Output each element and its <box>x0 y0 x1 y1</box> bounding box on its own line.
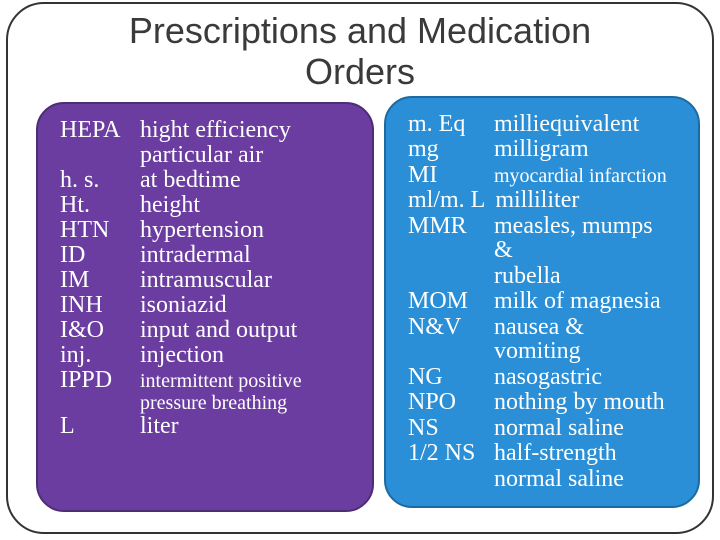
abbr-definition: normal saline <box>484 467 676 491</box>
abbr-label <box>408 271 484 287</box>
abbr-definition: input and output <box>130 318 350 342</box>
abbr-row: IDintradermal <box>60 243 350 267</box>
abbr-label: inj. <box>60 343 130 367</box>
abbr-definition: myocardial infarction <box>484 166 676 186</box>
abbr-row: mgmilligram <box>408 137 676 161</box>
abbr-label: NG <box>408 365 484 389</box>
abbr-definition: milliliter <box>485 188 676 212</box>
abbr-label: INH <box>60 293 130 317</box>
abbr-label: NPO <box>408 390 484 414</box>
abbr-label: ID <box>60 243 130 267</box>
abbr-definition: nausea & vomiting <box>484 315 676 364</box>
abbr-label: I&O <box>60 318 130 342</box>
abbr-definition: at bedtime <box>130 168 350 192</box>
abbr-label <box>408 474 484 490</box>
abbr-row: IMintramuscular <box>60 268 350 292</box>
abbr-definition: liter <box>130 414 350 438</box>
abbr-definition: milligram <box>484 137 676 161</box>
abbr-row: IPPDintermittent positive <box>60 368 350 392</box>
abbr-label: L <box>60 414 130 438</box>
abbr-definition: half-strength <box>484 441 676 465</box>
abbr-row: pressure breathing <box>60 393 350 413</box>
abbr-label: IM <box>60 268 130 292</box>
title-line-1: Prescriptions and Medication <box>129 10 591 51</box>
abbr-definition: pressure breathing <box>130 393 350 413</box>
abbr-row: NPOnothing by mouth <box>408 390 676 414</box>
abbr-label <box>60 397 130 413</box>
abbr-label: HEPA <box>60 118 130 142</box>
abbr-definition: hypertension <box>130 218 350 242</box>
abbr-definition: intradermal <box>130 243 350 267</box>
abbr-row: m. Eqmilliequivalent <box>408 112 676 136</box>
title-line-2: Orders <box>305 51 415 92</box>
abbr-label: NS <box>408 416 484 440</box>
abbr-definition: measles, mumps & <box>484 214 676 263</box>
abbr-row: 1/2 NS half-strength <box>408 441 676 465</box>
abbr-row: ml/m. Lmilliliter <box>408 188 676 212</box>
abbr-label: IPPD <box>60 368 130 392</box>
abbr-row: MOMmilk of magnesia <box>408 289 676 313</box>
abbr-label: HTN <box>60 218 130 242</box>
abbr-label: Ht. <box>60 193 130 217</box>
abbr-label: h. s. <box>60 168 130 192</box>
abbr-row: INHisoniazid <box>60 293 350 317</box>
abbr-label: MI <box>408 163 484 187</box>
abbr-label: MOM <box>408 289 484 313</box>
abbr-row: inj.injection <box>60 343 350 367</box>
abbr-label <box>60 150 130 166</box>
abbr-definition: hight efficiency <box>130 118 350 142</box>
abbr-row: Ht.height <box>60 193 350 217</box>
abbr-definition: milk of magnesia <box>484 289 676 313</box>
abbr-row: Lliter <box>60 414 350 438</box>
abbr-definition: height <box>130 193 350 217</box>
abbr-definition: particular air <box>130 143 350 167</box>
left-abbreviations-card: HEPAhight efficiency particular airh. s.… <box>36 102 374 512</box>
abbr-row: I&Oinput and output <box>60 318 350 342</box>
abbr-definition: nothing by mouth <box>484 390 676 414</box>
abbr-row: h. s.at bedtime <box>60 168 350 192</box>
abbr-definition: milliequivalent <box>484 112 676 136</box>
abbr-row: MMRmeasles, mumps & <box>408 214 676 263</box>
right-abbreviations-card: m. EqmilliequivalentmgmilligramMImyocard… <box>384 96 700 508</box>
abbr-row: normal saline <box>408 467 676 491</box>
abbr-label: ml/m. L <box>408 188 485 212</box>
abbr-label: 1/2 NS <box>408 441 484 465</box>
abbr-definition: nasogastric <box>484 365 676 389</box>
abbr-label: MMR <box>408 214 484 238</box>
abbr-definition: rubella <box>484 264 676 288</box>
abbr-label: m. Eq <box>408 112 484 136</box>
abbr-row: N&Vnausea & vomiting <box>408 315 676 364</box>
abbr-definition: intermittent positive <box>130 371 350 391</box>
abbr-row: particular air <box>60 143 350 167</box>
abbr-label: N&V <box>408 315 484 339</box>
abbr-label: mg <box>408 137 484 161</box>
abbr-definition: injection <box>130 343 350 367</box>
abbr-row: HTNhypertension <box>60 218 350 242</box>
abbr-row: rubella <box>408 264 676 288</box>
abbr-row: HEPAhight efficiency <box>60 118 350 142</box>
abbr-definition: intramuscular <box>130 268 350 292</box>
abbr-row: NSnormal saline <box>408 416 676 440</box>
abbr-definition: normal saline <box>484 416 676 440</box>
abbr-row: MImyocardial infarction <box>408 163 676 187</box>
abbr-row: NGnasogastric <box>408 365 676 389</box>
abbr-definition: isoniazid <box>130 293 350 317</box>
page-title: Prescriptions and Medication Orders <box>0 10 720 93</box>
